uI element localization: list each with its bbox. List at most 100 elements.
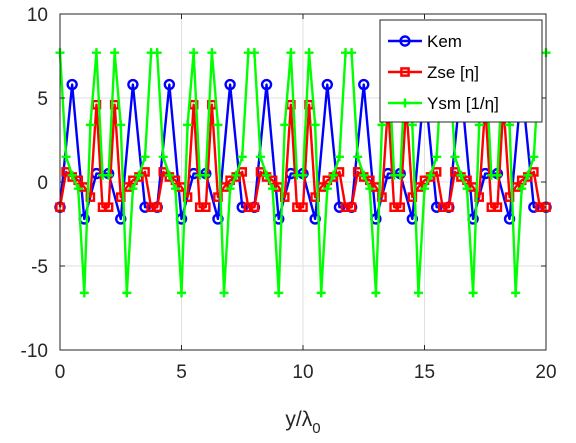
- data-point-3: [328, 170, 338, 180]
- legend-marker: [400, 98, 410, 108]
- legend-marker: [400, 67, 410, 77]
- data-point-3: [517, 184, 527, 194]
- data-point-3: [237, 152, 247, 162]
- data-point-3: [170, 184, 180, 194]
- data-point-3: [207, 48, 217, 58]
- data-point-3: [213, 120, 223, 130]
- data-point-3: [268, 184, 278, 194]
- legend-entry-2: Zse [η]: [388, 63, 479, 82]
- data-point-3: [189, 48, 199, 58]
- data-point-2: [140, 167, 150, 177]
- x-tick-label: 0: [55, 362, 66, 383]
- data-point-3: [67, 170, 77, 180]
- data-point-3: [85, 120, 95, 130]
- data-point-2: [200, 202, 211, 213]
- data-point-3: [304, 48, 314, 58]
- data-point-2: [249, 202, 260, 213]
- data-point-2: [444, 202, 454, 213]
- data-point-1: [163, 78, 176, 91]
- legend-entry-1: Kem: [388, 32, 462, 51]
- data-point-3: [219, 288, 229, 298]
- data-point-3: [79, 288, 89, 298]
- data-point-3: [316, 288, 326, 298]
- data-point-3: [492, 170, 502, 180]
- data-point-3: [523, 170, 533, 180]
- data-point-3: [426, 170, 436, 180]
- data-point-3: [122, 288, 132, 298]
- data-point-1: [333, 201, 346, 213]
- data-point-3: [134, 170, 144, 180]
- data-point-3: [280, 120, 290, 130]
- data-point-3: [462, 184, 472, 194]
- data-point-3: [116, 120, 126, 130]
- y-tick-label: 0: [37, 173, 48, 194]
- data-point-1: [260, 78, 273, 91]
- data-point-3: [511, 288, 521, 298]
- data-point-3: [413, 288, 423, 298]
- data-point-1: [358, 78, 370, 91]
- axis-ticks: 0 5 10 15 20 -10 -5 0 5 10: [21, 5, 557, 383]
- data-point-3: [201, 170, 211, 180]
- legend-label: Zse [η]: [427, 63, 479, 82]
- data-point-2: [298, 202, 308, 213]
- data-point-1: [224, 78, 236, 91]
- y-tick-label: -10: [21, 341, 48, 362]
- data-point-2: [346, 202, 357, 213]
- data-point-2: [450, 167, 460, 177]
- data-point-1: [127, 78, 139, 91]
- data-point-3: [110, 48, 120, 58]
- legend-label: Kem: [427, 32, 462, 51]
- data-point-3: [249, 48, 259, 58]
- data-point-3: [274, 288, 284, 298]
- data-point-3: [104, 170, 114, 180]
- data-point-3: [231, 170, 241, 180]
- data-point-2: [152, 202, 163, 213]
- data-point-3: [128, 184, 138, 194]
- data-point-2: [334, 167, 345, 177]
- data-point-3: [164, 170, 174, 180]
- x-tick-label: 5: [176, 362, 187, 383]
- x-tick-label: 20: [535, 362, 556, 383]
- legend: Kem Zse [η] Ysm [1/η]: [379, 19, 543, 123]
- data-point-3: [152, 48, 162, 58]
- data-point-3: [353, 152, 363, 162]
- data-point-3: [298, 170, 308, 180]
- data-point-2: [158, 167, 169, 177]
- data-point-3: [140, 152, 150, 162]
- data-point-2: [529, 167, 539, 177]
- data-point-3: [450, 152, 460, 162]
- series-group: [54, 48, 552, 298]
- x-tick-label: 10: [292, 362, 313, 383]
- data-point-3: [395, 170, 405, 180]
- y-tick-label: -5: [31, 257, 48, 278]
- data-point-3: [177, 288, 186, 298]
- data-point-3: [529, 152, 539, 162]
- data-point-2: [431, 167, 442, 177]
- data-point-3: [456, 170, 466, 180]
- data-point-3: [371, 288, 381, 298]
- legend-marker: [399, 35, 411, 47]
- data-point-3: [365, 184, 375, 194]
- data-point-3: [255, 152, 265, 162]
- data-point-3: [73, 184, 83, 194]
- data-point-3: [334, 152, 344, 162]
- data-point-3: [347, 48, 357, 58]
- data-point-2: [492, 202, 503, 213]
- data-point-1: [236, 201, 248, 213]
- data-point-3: [310, 120, 320, 130]
- data-point-1: [430, 201, 443, 213]
- data-point-1: [321, 78, 333, 91]
- data-point-2: [237, 167, 248, 177]
- legend-label: Ysm [1/η]: [427, 94, 499, 113]
- data-point-3: [158, 152, 168, 162]
- data-point-2: [103, 202, 114, 213]
- data-point-3: [420, 184, 429, 194]
- data-point-1: [139, 201, 151, 213]
- data-point-2: [395, 202, 406, 213]
- data-point-3: [322, 184, 332, 194]
- data-point-3: [359, 170, 369, 180]
- data-point-1: [66, 78, 78, 91]
- data-point-2: [352, 167, 363, 177]
